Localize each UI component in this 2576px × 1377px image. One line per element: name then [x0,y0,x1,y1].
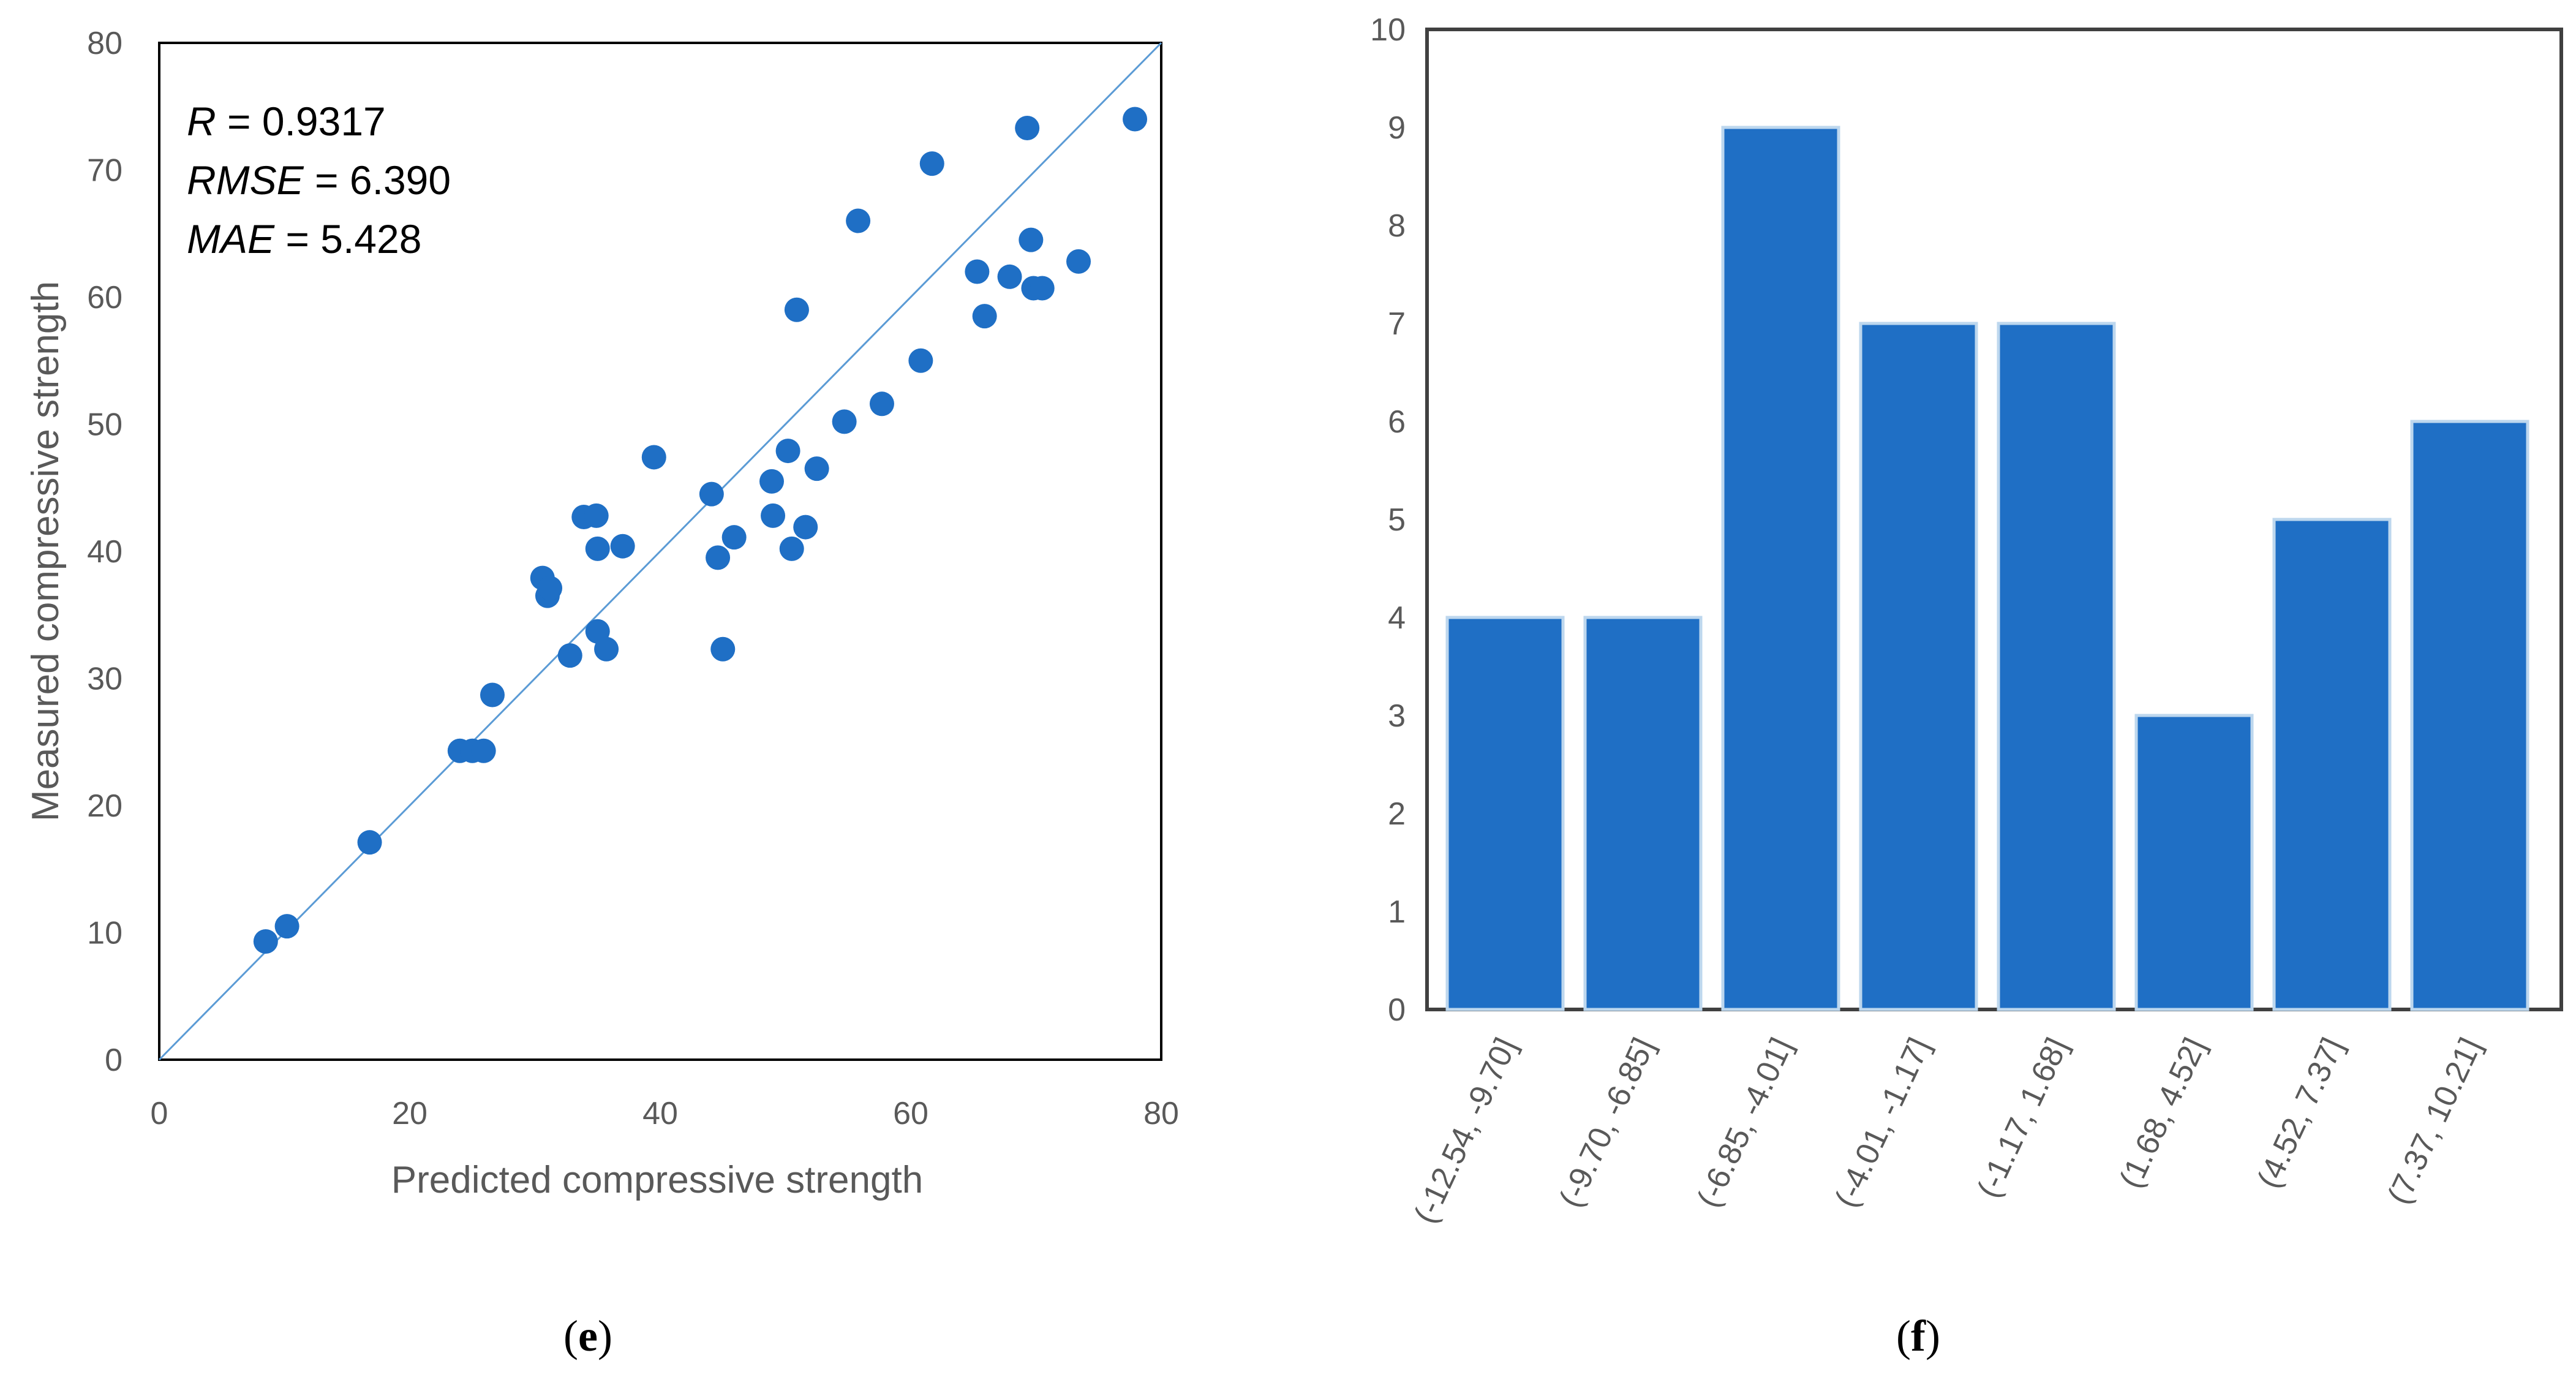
bar-panel: 0 1 2 3 4 5 6 7 8 9 10 (-12.54, -9.70] (-9.70, -6.8… [1370,12,2563,1229]
scatter-point [775,439,800,464]
x-tick-label: 40 [642,1096,678,1131]
stat-r: R = 0.9317 [187,99,386,144]
y-tick-label: 80 [87,26,122,61]
scatter-point [721,525,747,550]
panel-label-f: (f) [1896,1311,1940,1360]
scatter-point [480,682,505,707]
scatter-point [779,536,804,561]
scatter-point [793,515,818,540]
y-tick-label: 20 [87,788,122,824]
bar-x-tick-label: (4.52, 7.37] [2251,1033,2351,1194]
scatter-point [1066,249,1091,274]
bar-x-tick-label: (-1.17, 1.68] [1970,1033,2075,1204]
bar-y-tick-label: 5 [1388,502,1406,538]
scatter-point [1030,276,1055,301]
scatter-point [706,545,731,570]
scatter-points [253,107,1148,954]
stat-mae: MAE = 5.428 [187,216,421,262]
scatter-point [869,391,894,417]
bar [2410,420,2529,1011]
bar-y-tick-label: 10 [1370,12,1406,48]
bars [1445,126,2529,1011]
y-tick-label: 50 [87,407,122,443]
bar [1445,616,1565,1011]
x-axis-title: Predicted compressive strength [391,1159,923,1201]
bar-x-tick-label: (-6.85, -4.01] [1690,1033,1799,1213]
bar [2272,518,2392,1011]
scatter-point [997,264,1022,289]
x-tick-label: 0 [151,1096,168,1131]
bar-y-tick-label: 7 [1388,306,1406,342]
scatter-point [846,208,871,233]
bar [2134,714,2254,1011]
y-tick-labels: 0 10 20 30 40 50 60 70 80 [87,26,122,1078]
scatter-point [1015,116,1040,141]
bar-x-tick-label: (1.68, 4.52] [2113,1033,2213,1194]
x-tick-label: 60 [893,1096,928,1131]
scatter-point [274,914,299,939]
scatter-point [965,259,990,284]
y-tick-label: 70 [87,153,122,189]
bar-x-tick-labels: (-12.54, -9.70] (-9.70, -6.85] (-6.85, -4.… [1407,1033,2489,1229]
scatter-point [1019,227,1044,252]
scatter-point [641,445,666,470]
scatter-point [832,409,857,434]
reference-line [158,42,1162,1061]
scatter-point [1123,107,1148,132]
bar-y-tick-label: 3 [1388,698,1406,734]
bar-x-tick-label: (-9.70, -6.85] [1553,1033,1662,1213]
scatter-point [759,469,785,494]
bar-y-tick-label: 2 [1388,796,1406,832]
y-tick-label: 10 [87,916,122,951]
scatter-point [471,738,496,763]
panel-label-e: (e) [563,1311,612,1360]
y-tick-label: 30 [87,662,122,697]
y-tick-label: 60 [87,280,122,315]
scatter-point [357,830,382,855]
bar-y-tick-label: 4 [1388,600,1406,636]
scatter-point [253,929,278,954]
y-tick-label: 0 [105,1043,122,1078]
x-tick-label: 20 [392,1096,427,1131]
scatter-point [784,297,809,322]
scatter-point [538,576,563,601]
bar [1583,616,1703,1011]
bar-y-tick-label: 0 [1388,992,1406,1028]
scatter-point [761,503,786,528]
scatter-point [919,151,944,176]
bar-x-tick-label: (-4.01, -1.17] [1828,1033,1937,1213]
bar [1997,322,2116,1011]
x-tick-labels: 0 20 40 60 80 [151,1096,1179,1131]
bar-y-tick-label: 6 [1388,404,1406,440]
scatter-point [594,636,619,662]
y-axis-title: Measured compressive strength [24,281,67,821]
scatter-point [699,481,724,507]
bar-x-tick-label: (-12.54, -9.70] [1407,1033,1524,1229]
scatter-plot-frame [158,42,1162,1061]
scatter-point [610,534,635,559]
bar-x-tick-label: (7.37, 10.21] [2381,1033,2488,1210]
bar-y-tick-label: 1 [1388,894,1406,930]
scatter-point [584,503,609,528]
bar-plot-frame [1425,28,2563,1011]
scatter-point [972,304,997,329]
y-tick-label: 40 [87,534,122,570]
scatter-point [804,456,829,481]
scatter-point [557,643,582,668]
x-tick-label: 80 [1143,1096,1179,1131]
stat-rmse: RMSE = 6.390 [187,157,451,203]
scatter-panel: 0 10 20 30 40 50 60 70 80 0 20 40 60 80 R = 0.9317 R… [24,26,1179,1201]
scatter-point [908,348,933,373]
scatter-point [710,636,736,662]
bar-y-tick-label: 8 [1388,208,1406,244]
bar-y-tick-label: 9 [1388,110,1406,146]
bar-y-tick-labels: 0 1 2 3 4 5 6 7 8 9 10 [1370,12,1406,1028]
bar [1721,126,1840,1011]
scatter-point [585,536,610,561]
bar [1859,322,1978,1011]
